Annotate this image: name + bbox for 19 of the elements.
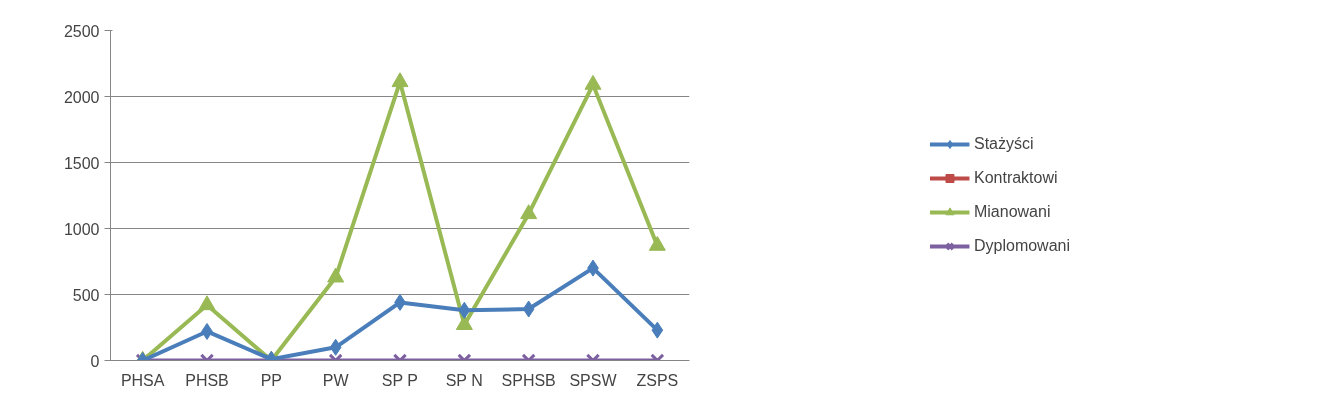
y-tick-label: 0 (90, 352, 100, 370)
y-tick-label: 1500 (63, 154, 100, 172)
x-tick-label: SPSW (569, 371, 618, 389)
x-tick-label: SPHSB (501, 371, 556, 389)
legend-label: Mianowani (973, 203, 1051, 221)
x-tick-label: PW (322, 371, 350, 389)
x-tick-label: SP N (445, 371, 483, 389)
x-tick-label: PHSA (120, 371, 165, 389)
x-tick-label: PP (260, 371, 283, 389)
legend-label: Dyplomowani (973, 237, 1071, 255)
y-tick-label: 2000 (63, 88, 100, 106)
x-tick-label: SP P (381, 371, 418, 389)
x-tick-label: ZSPS (636, 371, 679, 389)
y-tick-label: 500 (72, 286, 100, 304)
y-tick-label: 1000 (63, 220, 100, 238)
y-tick-label: 2500 (63, 22, 100, 40)
x-tick-label: PHSB (185, 371, 229, 389)
legend-label: Kontraktowi (973, 169, 1058, 187)
legend-label: Stażyści (973, 135, 1034, 153)
